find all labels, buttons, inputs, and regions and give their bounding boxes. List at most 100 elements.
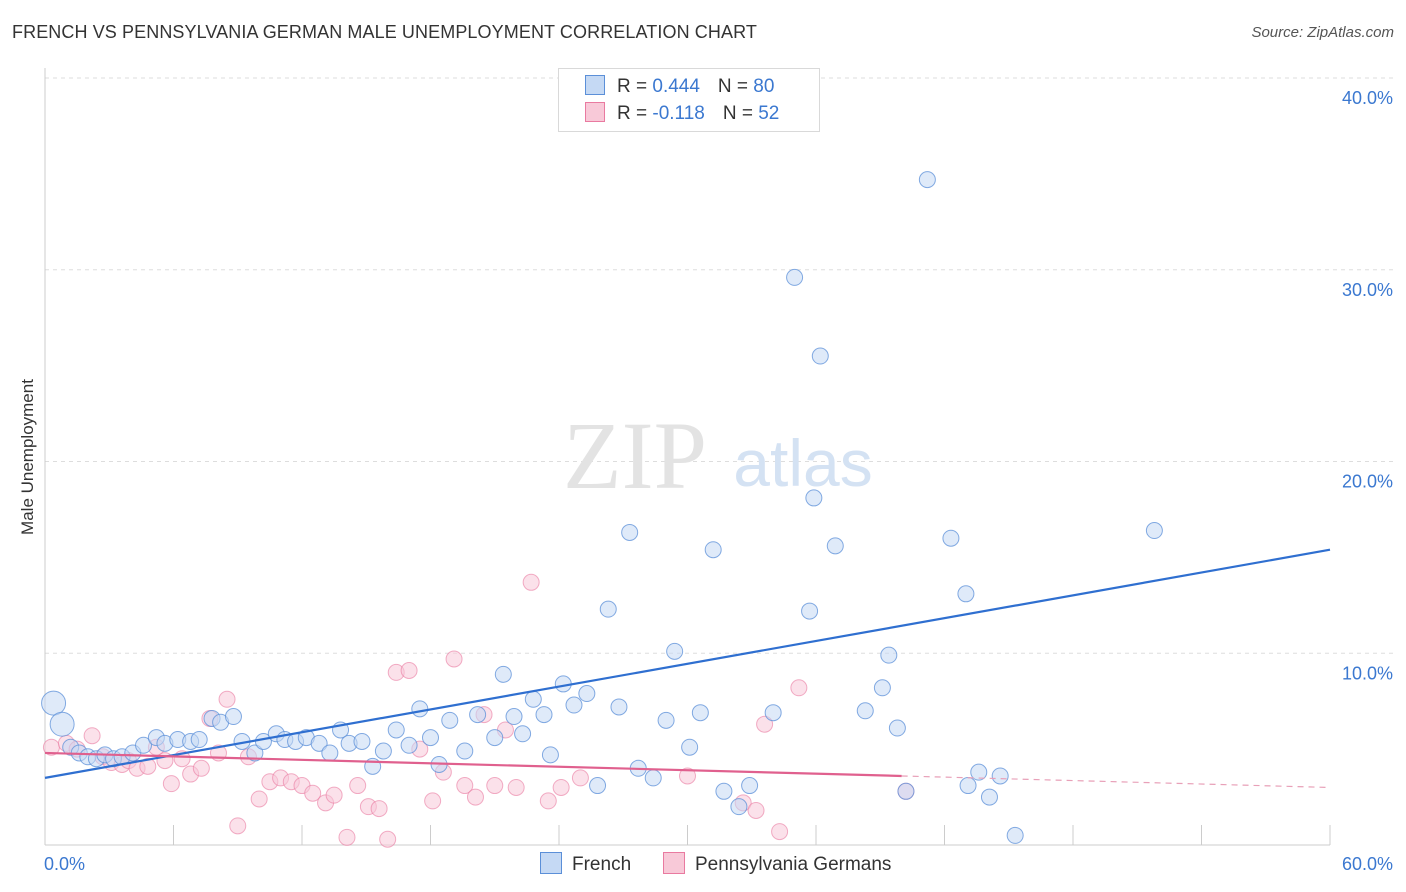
bottom-legend-swatch-penn <box>663 852 685 874</box>
legend-swatch-penn <box>585 102 605 122</box>
french-point <box>1145 522 1163 540</box>
chart-title: FRENCH VS PENNSYLVANIA GERMAN MALE UNEMP… <box>12 22 757 42</box>
french-point <box>805 489 823 507</box>
french-point <box>505 708 523 726</box>
french-point <box>494 665 512 683</box>
french-points <box>41 171 1163 844</box>
legend-french-n-value: 80 <box>753 76 775 97</box>
penn-point <box>486 777 504 795</box>
french-point <box>730 798 748 816</box>
penn-point <box>304 784 322 802</box>
penn-point <box>747 801 765 819</box>
penn-point <box>139 757 157 775</box>
legend-penn-n-label: N = <box>722 103 759 124</box>
penn-point <box>162 775 180 793</box>
french-point <box>957 585 975 603</box>
bottom-legend-french-label: French <box>572 854 632 875</box>
french-point <box>41 690 67 716</box>
french-point <box>880 646 898 664</box>
french-point <box>190 731 208 749</box>
french-point <box>565 696 583 714</box>
penn-trend-line <box>44 751 902 778</box>
penn-point <box>370 800 388 818</box>
legend-box: R = 0.444 N = 80 R = -0.118 N = 52 <box>558 68 820 132</box>
french-point <box>441 711 459 729</box>
french-point <box>786 268 804 286</box>
french-point <box>811 347 829 365</box>
french-point <box>135 736 153 754</box>
legend-french-r-label: R = <box>617 76 653 97</box>
french-point <box>224 708 242 726</box>
french-point <box>456 742 474 760</box>
french-point <box>541 746 559 764</box>
french-point <box>704 541 722 559</box>
french-point <box>610 698 628 716</box>
penn-point <box>400 662 418 680</box>
penn-point <box>325 786 343 804</box>
legend-penn-r-value: -0.118 <box>652 103 705 124</box>
legend-french-n-label: N = <box>717 76 754 97</box>
french-point <box>422 729 439 747</box>
penn-point <box>507 778 525 796</box>
grid-lines <box>45 77 1395 654</box>
french-point <box>897 782 915 800</box>
watermark-atlas: atlas <box>733 426 872 500</box>
bottom-legend-penn[interactable]: Pennsylvania Germans <box>663 852 891 876</box>
bottom-legend-penn-label: Pennsylvania Germans <box>695 854 892 875</box>
penn-point <box>571 769 589 787</box>
penn-point <box>379 830 397 848</box>
french-point <box>535 706 553 724</box>
french-point <box>970 763 988 781</box>
y-tick-label: 30.0% <box>1342 280 1393 300</box>
french-point <box>681 738 699 756</box>
french-point <box>599 600 617 618</box>
french-point <box>387 721 405 739</box>
penn-point <box>539 792 557 810</box>
y-tick-label: 20.0% <box>1342 472 1393 492</box>
penn-point <box>218 690 236 708</box>
penn-point <box>756 715 774 733</box>
french-point <box>589 777 607 795</box>
french-point <box>514 725 532 743</box>
french-point <box>469 706 487 724</box>
penn-point <box>522 573 540 591</box>
axes <box>44 68 1331 846</box>
french-point <box>657 711 675 729</box>
french-point <box>826 537 844 555</box>
french-point <box>741 777 759 795</box>
french-point <box>873 679 891 697</box>
penn-point <box>456 777 474 795</box>
tick-labels: 10.0% 20.0% 30.0% 40.0% 0.0% 60.0% <box>44 88 1393 874</box>
french-point <box>1006 826 1024 844</box>
french-point <box>400 736 418 754</box>
french-point <box>691 704 709 722</box>
french-point <box>764 704 782 722</box>
legend-french-r-value: 0.444 <box>652 76 700 97</box>
x-tick-label-min: 0.0% <box>44 854 85 874</box>
penn-point <box>424 792 442 810</box>
french-point <box>918 171 936 189</box>
penn-point <box>349 777 367 795</box>
penn-point <box>771 823 789 841</box>
bottom-legend-french[interactable]: French <box>540 852 631 876</box>
french-point <box>621 523 639 541</box>
french-point <box>246 744 264 762</box>
french-point <box>666 642 684 660</box>
french-point <box>801 602 819 620</box>
french-point <box>486 729 504 747</box>
legend-row-penn: R = -0.118 N = 52 <box>585 102 779 126</box>
watermark: ZIP atlas <box>563 402 873 509</box>
french-point <box>321 744 339 762</box>
penn-point <box>229 817 247 835</box>
french-point <box>49 711 75 737</box>
french-trend-line <box>44 548 1331 779</box>
y-axis-label: Male Unemployment <box>18 379 37 535</box>
penn-point <box>445 650 463 668</box>
french-point <box>310 734 328 752</box>
penn-point <box>552 778 570 796</box>
penn-point <box>790 679 808 697</box>
bottom-legend-swatch-french <box>540 852 562 874</box>
french-point <box>578 685 596 703</box>
french-point <box>980 788 998 806</box>
